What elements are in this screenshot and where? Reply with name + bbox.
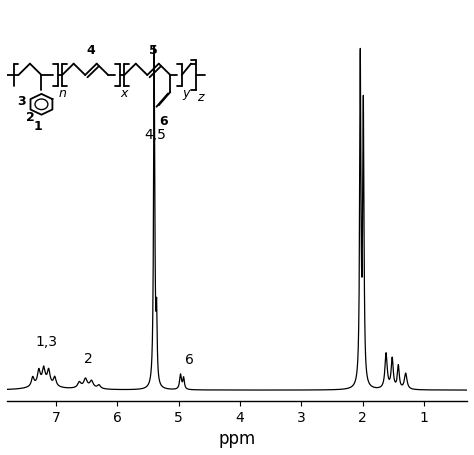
Text: 1,3: 1,3 [36,335,58,349]
Text: 4,5: 4,5 [145,128,166,142]
X-axis label: ppm: ppm [219,430,255,448]
Text: 6: 6 [185,353,194,367]
Text: 2: 2 [83,352,92,366]
